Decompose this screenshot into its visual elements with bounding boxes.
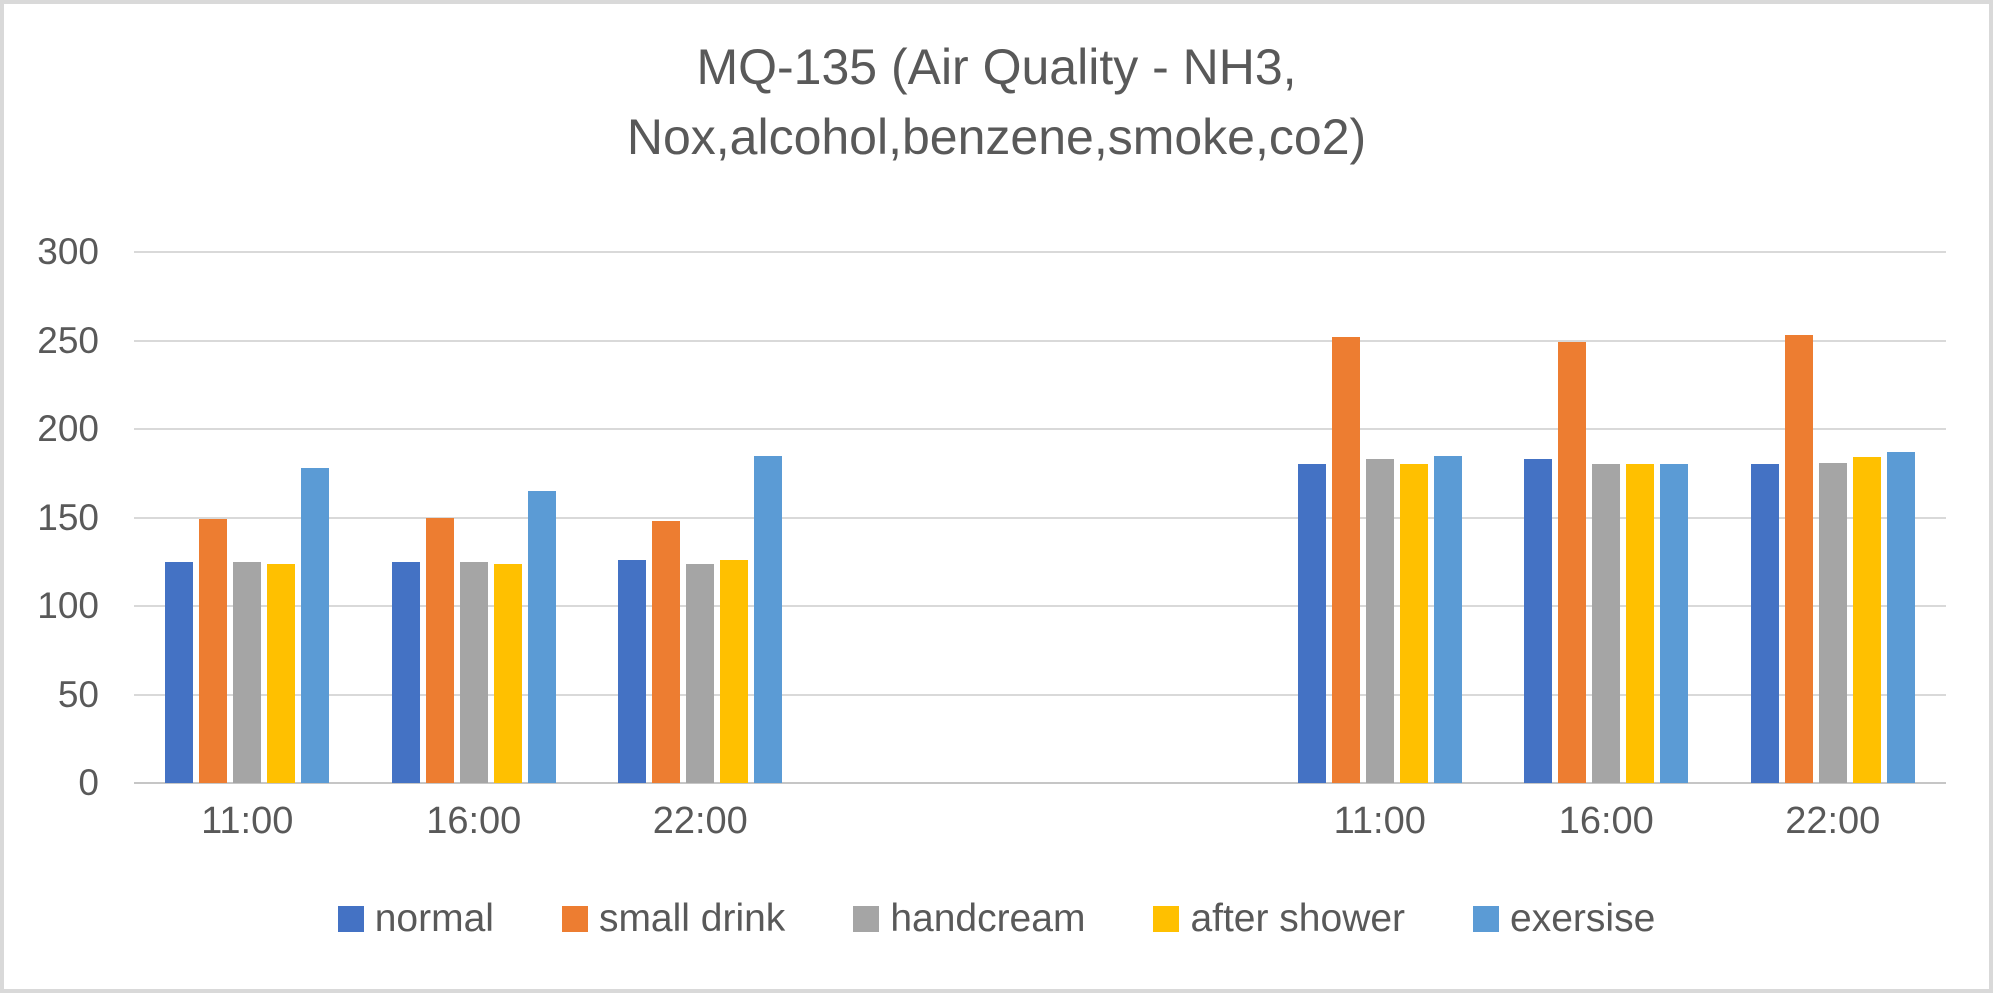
y-tick-label-0: 0	[78, 762, 99, 803]
bar-exersise	[1433, 455, 1462, 783]
bar-exersise	[1660, 464, 1689, 783]
y-axis: 0 50 100 150 200 250 300	[4, 231, 99, 803]
legend-label: exersise	[1510, 897, 1656, 940]
bar-handcream	[686, 563, 715, 783]
gridline-100	[134, 605, 1946, 607]
bar-cluster-group2-11:00	[1267, 252, 1494, 783]
bar-after-shower	[267, 563, 296, 783]
bar-small-drink	[1784, 335, 1813, 783]
bar-cluster-group2-22:00	[1720, 252, 1947, 783]
chart-title: MQ-135 (Air Quality - NH3, Nox,alcohol,b…	[4, 32, 1989, 172]
gridline-200	[134, 428, 1946, 430]
x-label-group2-16:00: 16:00	[1558, 800, 1654, 842]
gridline-150	[134, 516, 1946, 519]
bar-small-drink	[199, 519, 228, 783]
bar-after-shower	[1626, 464, 1655, 783]
chart-title-line-1: MQ-135 (Air Quality - NH3,	[696, 39, 1297, 95]
chart-title-line-2: Nox,alcohol,benzene,smoke,co2)	[626, 109, 1367, 165]
bar-exersise	[754, 455, 783, 783]
x-label-group2-11:00: 11:00	[1333, 800, 1426, 842]
plot-area	[134, 251, 1947, 784]
bar-after-shower	[1852, 457, 1881, 783]
bar-normal	[618, 559, 647, 783]
legend-swatch-icon	[1153, 906, 1180, 932]
gridline-50	[134, 693, 1946, 696]
bar-exersise	[1886, 452, 1915, 783]
bar-small-drink	[1558, 342, 1587, 783]
x-axis-line	[134, 782, 1946, 784]
y-tick-label-150: 150	[37, 496, 99, 538]
bar-handcream	[459, 561, 488, 783]
legend-label: after shower	[1190, 897, 1406, 940]
bar-cluster-group2-16:00	[1493, 252, 1720, 783]
legend-swatch-icon	[561, 906, 588, 932]
x-label-group2-22:00: 22:00	[1785, 800, 1881, 842]
x-label-group1-22:00: 22:00	[652, 800, 748, 842]
legend-label: small drink	[598, 897, 786, 940]
bar-normal	[391, 561, 420, 783]
bar-cluster-group1-22:00	[587, 252, 814, 783]
legend-item-normal: normal	[337, 897, 494, 941]
gridline-250	[134, 339, 1946, 342]
bar-normal	[1297, 464, 1326, 783]
bar-handcream	[1592, 464, 1621, 783]
legend-item-after-shower: after shower	[1153, 897, 1405, 941]
bar-exersise	[301, 467, 330, 783]
bar-normal	[1524, 459, 1553, 783]
y-tick-label-250: 250	[37, 319, 99, 361]
legend-label: handcream	[890, 897, 1086, 940]
legend-item-exersise: exersise	[1473, 897, 1655, 941]
y-tick-label-300: 300	[37, 231, 99, 272]
legend-swatch-icon	[1473, 906, 1500, 932]
legend-item-handcream: handcream	[853, 897, 1085, 941]
bar-normal	[165, 561, 194, 783]
bar-handcream	[233, 561, 262, 783]
bar-small-drink	[425, 517, 454, 783]
y-tick-label-200: 200	[37, 408, 99, 449]
x-axis: 11:00 16:00 22:00 11:00 16:00 22:00	[134, 800, 1946, 860]
bar-handcream	[1365, 459, 1394, 783]
legend-item-small-drink: small drink	[561, 897, 786, 941]
y-tick-label-50: 50	[57, 673, 99, 715]
x-label-group1-11:00: 11:00	[201, 800, 294, 842]
bar-small-drink	[1331, 336, 1360, 783]
bar-small-drink	[652, 521, 681, 783]
bar-cluster-group1-16:00	[361, 252, 588, 783]
bar-cluster-group1-11:00	[134, 252, 361, 783]
legend-swatch-icon	[337, 906, 364, 932]
bar-after-shower	[720, 559, 749, 783]
bar-after-shower	[1399, 464, 1428, 783]
gridline-300	[134, 251, 1946, 253]
bar-after-shower	[493, 563, 522, 783]
legend-swatch-icon	[853, 906, 880, 932]
legend: normal small drink handcream after shower ex…	[4, 897, 1989, 941]
legend-label: normal	[374, 897, 494, 940]
y-tick-label-100: 100	[37, 585, 99, 626]
bar-handcream	[1818, 462, 1847, 783]
x-label-group1-16:00: 16:00	[426, 800, 522, 842]
bar-exersise	[527, 490, 556, 783]
bar-normal	[1750, 464, 1779, 783]
